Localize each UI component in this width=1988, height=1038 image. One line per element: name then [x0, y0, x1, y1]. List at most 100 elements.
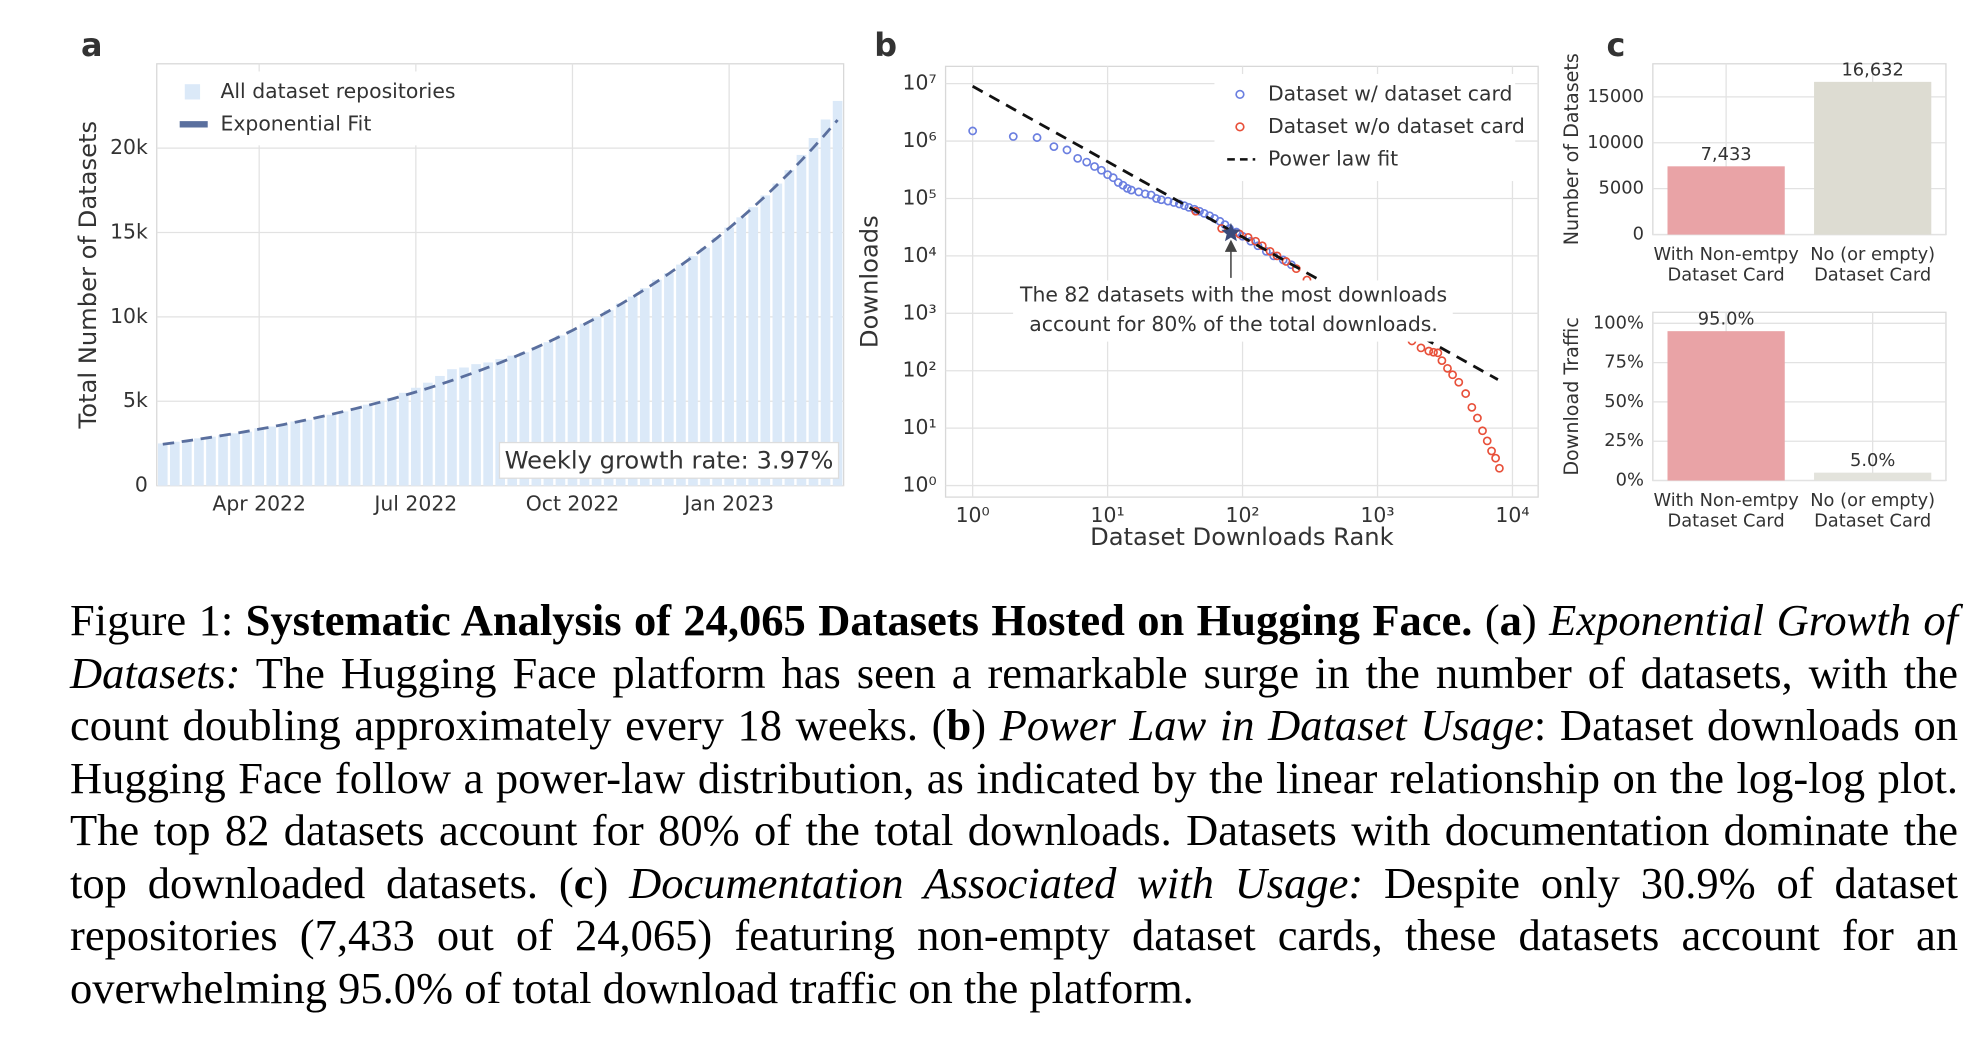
y-tick-label: 10⁵ [903, 185, 937, 209]
legend-label: Exponential Fit [220, 111, 371, 135]
panel-label: b [874, 26, 897, 64]
scatter-point [1473, 413, 1482, 423]
value-label: 5.0% [1850, 450, 1895, 471]
bar [206, 436, 216, 486]
bar [314, 416, 325, 486]
bar [652, 279, 662, 486]
bar [712, 237, 722, 486]
scatter-point [1032, 133, 1042, 142]
scatter-point [1122, 183, 1132, 193]
bar [603, 310, 614, 486]
scatter-point [1008, 132, 1018, 141]
bar [157, 443, 168, 486]
value-label: 95.0% [1698, 309, 1755, 330]
scatter-point [1253, 241, 1263, 251]
bar [567, 330, 578, 486]
caption-text: The Hugging Face platform has seen a rem… [70, 647, 1958, 751]
y-tick-label: 0% [1616, 470, 1644, 491]
bar [700, 247, 710, 486]
fit-line [162, 119, 839, 446]
y-tick-label: 15k [110, 220, 148, 244]
x-tick-label: Jul 2022 [372, 492, 457, 516]
bar [495, 359, 506, 486]
scatter-point [1448, 370, 1457, 380]
annotation-box [1013, 280, 1453, 342]
bar [808, 138, 819, 486]
y-tick-label: 75% [1604, 352, 1644, 373]
bar [796, 154, 807, 486]
caption-text: ( [1472, 595, 1500, 645]
bar [627, 296, 638, 486]
caption-text: Despite only 30.9% of dataset repositori… [70, 857, 1959, 1013]
y-tick-label: 5k [123, 388, 148, 412]
scatter-point [1090, 162, 1099, 171]
bar [688, 256, 698, 486]
scatter-point [1265, 246, 1275, 256]
caption-text: Figure 1: [70, 595, 246, 645]
y-tick-label: 10⁰ [903, 473, 937, 497]
figure: a b c 0 5k 10k 15k 20k Apr 2022 Jul 2022 Oct 2022 J… [74, 26, 1947, 551]
bar [386, 397, 397, 486]
bar [820, 119, 831, 486]
bar [471, 364, 481, 486]
panel: 0% 25% 50% 75% 100% Download Traffic 95.0% With… [1560, 309, 1947, 531]
scatter-point [1184, 202, 1194, 212]
bar [748, 207, 759, 486]
scatter-point [1251, 236, 1261, 246]
bar [266, 426, 277, 486]
y-tick-label: 50% [1604, 391, 1644, 412]
bar [543, 342, 554, 486]
bar [664, 273, 674, 486]
x-tick-label: Jan 2023 [682, 492, 774, 516]
bar [447, 369, 457, 486]
bar [290, 421, 301, 486]
scatter-point [1443, 363, 1452, 373]
caption-text: c [573, 857, 594, 908]
caption: Figure 1: Systematic Analysis of 24,065 … [70, 594, 1958, 1014]
bar [350, 408, 361, 486]
bar [507, 355, 518, 486]
caption-text: b [946, 700, 972, 750]
x-tick-label: With Non-emtpy [1653, 490, 1799, 511]
bar [398, 392, 409, 486]
legend-label: Power law fit [1268, 146, 1398, 170]
legend-box [166, 71, 486, 146]
scatter-point [1461, 389, 1471, 398]
scatter-point [1062, 145, 1072, 155]
bar [591, 316, 602, 486]
scatter-point [1424, 346, 1434, 356]
legend-label: Dataset w/ dataset card [1268, 81, 1512, 105]
caption-text: a [1499, 595, 1522, 645]
legend-marker [1235, 122, 1245, 132]
x-tick-label: 10² [1226, 503, 1260, 527]
x-tick-label: With Non-emtpy [1653, 244, 1799, 265]
bar [302, 419, 313, 486]
bar [579, 323, 590, 486]
y-tick-label: 0 [135, 473, 148, 497]
scatter-point [1482, 436, 1492, 446]
y-axis-label: Downloads [855, 215, 883, 348]
bar [724, 227, 734, 486]
y-tick-label: 10² [903, 358, 937, 382]
bar [676, 264, 686, 486]
scatter-point [1152, 194, 1161, 203]
bar [423, 382, 433, 486]
scatter-point [1494, 463, 1504, 473]
y-tick-label: 10000 [1587, 132, 1644, 153]
bar [242, 431, 252, 486]
y-tick-label: 10k [110, 304, 148, 328]
annotation-text: Weekly growth rate: 3.97% [505, 446, 834, 474]
bar [772, 183, 783, 486]
panel: 10⁰ 10¹ 10² 10³ 10⁴ 10⁵ 10⁶ 10⁷ 10⁰ 10¹ 10² 10³ 10⁴ D… [855, 65, 1539, 551]
bar [1667, 331, 1785, 481]
bar [254, 428, 264, 486]
bar [1814, 472, 1932, 481]
y-tick-label: 10³ [903, 300, 937, 324]
bar [194, 438, 204, 486]
bar [338, 411, 349, 486]
y-tick-label: 10⁷ [903, 71, 937, 95]
legend-marker [184, 84, 201, 100]
scatter-point [1097, 165, 1106, 175]
x-tick-label: Oct 2022 [526, 492, 620, 516]
panel: 0 5k 10k 15k 20k Apr 2022 Jul 2022 Oct 2022 Jan … [74, 63, 845, 516]
